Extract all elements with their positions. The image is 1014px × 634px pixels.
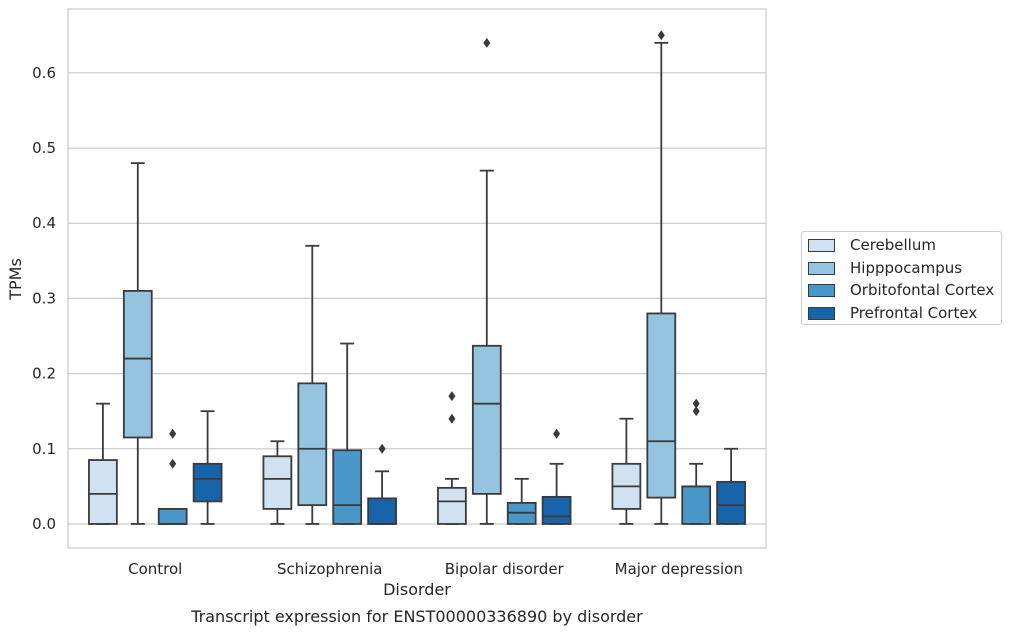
iqr-box [192, 462, 223, 503]
outlier-point [692, 398, 700, 409]
chart-title: Transcript expression for ENST0000033689… [190, 607, 643, 626]
x-tick-label: Major depression [615, 560, 743, 578]
plot-frame [67, 8, 767, 549]
box-3-2 [541, 428, 572, 525]
box-3-1 [367, 443, 397, 525]
box-0-2 [437, 391, 467, 525]
legend-label-prefrontal: Prefrontal Cortex [850, 304, 978, 322]
box-2-1 [332, 342, 363, 525]
legend-label-hippocampus: Hipppocampus [850, 259, 963, 277]
box-3-0 [192, 410, 223, 525]
y-axis-title: TPMs [6, 258, 25, 301]
outlier-point [169, 458, 177, 469]
y-tick-label: 0.3 [32, 289, 56, 307]
legend-label-cerebellum: Cerebellum [850, 236, 936, 254]
x-axis-title: Disorder [383, 580, 451, 599]
iqr-box [297, 382, 328, 507]
legend: Cerebellum Hipppocampus Orbitofontal Cor… [801, 231, 1002, 325]
x-tick-label: Control [128, 560, 182, 578]
iqr-box [716, 480, 746, 525]
iqr-box [437, 486, 467, 525]
legend-item-hippocampus: Hipppocampus [808, 258, 962, 278]
outlier-point [657, 30, 665, 41]
box-3-3 [716, 447, 746, 525]
iqr-box [471, 344, 502, 495]
y-tick-label: 0.4 [32, 214, 56, 232]
y-tick-label: 0.0 [32, 515, 56, 533]
legend-swatch-hippocampus [808, 261, 835, 275]
legend-swatch-cerebellum [808, 238, 835, 252]
box-1-1 [297, 244, 328, 525]
x-axis-ticks: Control Schizophrenia Bipolar disorder Majo… [128, 560, 743, 578]
legend-swatch-orbitofrontal [808, 283, 835, 297]
x-tick-label: Bipolar disorder [445, 560, 565, 578]
y-tick-label: 0.2 [32, 365, 56, 383]
iqr-box [157, 508, 188, 525]
iqr-box [646, 312, 677, 499]
outlier-point [448, 413, 456, 424]
iqr-box [541, 495, 572, 525]
outlier-point [378, 443, 386, 454]
legend-item-orbitofrontal: Orbitofontal Cortex [808, 280, 994, 300]
iqr-box [332, 449, 363, 525]
legend-swatch-prefrontal [808, 306, 835, 320]
outlier-point [483, 37, 491, 48]
legend-item-cerebellum: Cerebellum [808, 235, 936, 255]
box-2-2 [506, 477, 537, 525]
gridlines [68, 72, 766, 525]
box-0-1 [262, 440, 293, 525]
iqr-box [367, 497, 397, 525]
legend-label-orbitofrontal: Orbitofontal Cortex [850, 281, 995, 299]
box-0-3 [611, 417, 642, 525]
box-0-0 [88, 402, 118, 525]
x-tick-label: Schizophrenia [277, 560, 382, 578]
y-tick-label: 0.5 [32, 139, 56, 157]
iqr-box [681, 485, 712, 525]
box-1-3 [646, 30, 677, 525]
iqr-box [88, 459, 118, 525]
box-1-0 [122, 162, 153, 525]
y-tick-label: 0.6 [32, 64, 56, 82]
outlier-point [692, 406, 700, 417]
legend-item-prefrontal: Prefrontal Cortex [808, 303, 977, 323]
boxes [88, 30, 746, 525]
y-axis-ticks: 0.0 0.1 0.2 0.3 0.4 0.5 0.6 [32, 64, 56, 533]
box-1-2 [471, 37, 502, 525]
outlier-point [169, 428, 177, 439]
iqr-box [122, 290, 153, 439]
box-2-3 [681, 398, 712, 525]
outlier-point [553, 428, 561, 439]
y-tick-label: 0.1 [32, 440, 56, 458]
outlier-point [448, 391, 456, 402]
box-2-0 [157, 428, 188, 525]
iqr-box [262, 455, 293, 510]
